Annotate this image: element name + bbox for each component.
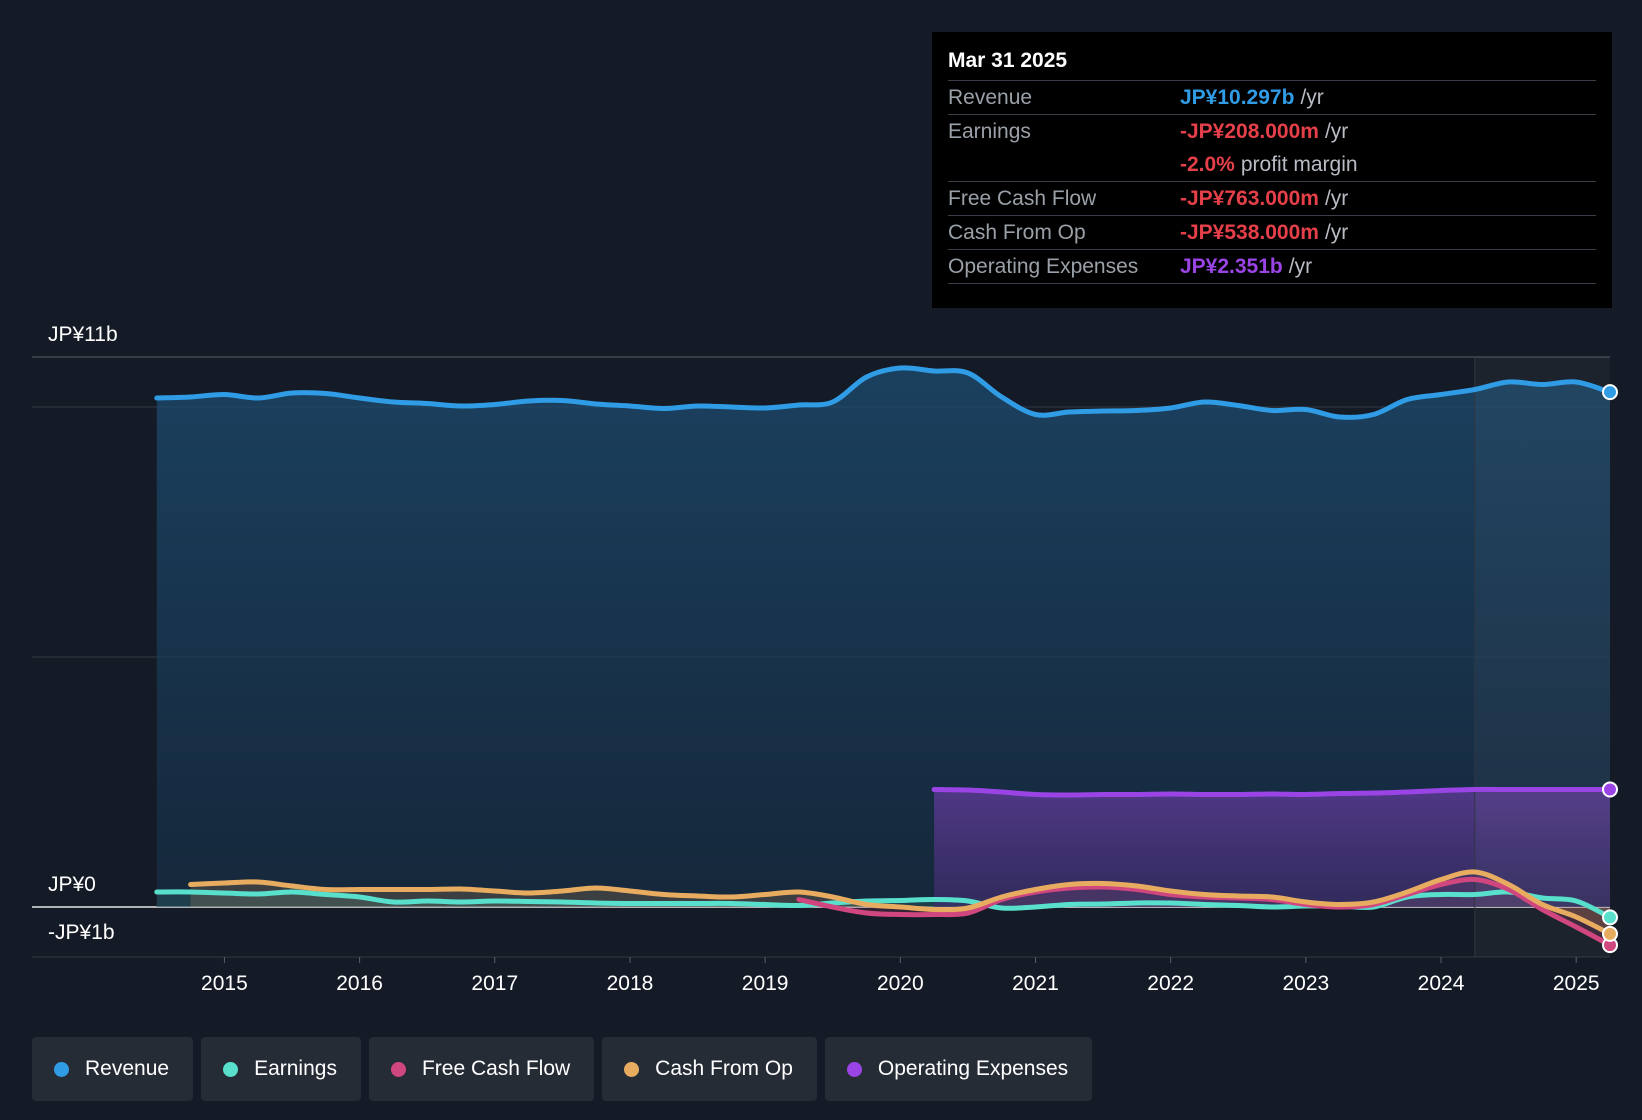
x-tick-label: 2025: [1553, 972, 1600, 995]
x-tick-label: 2016: [336, 972, 383, 995]
legend-item-operating-expenses[interactable]: Operating Expenses: [824, 1037, 1093, 1101]
y-tick-label: JP¥11b: [48, 323, 118, 346]
tooltip-row-unit: /yr: [1288, 255, 1313, 278]
x-tick-label: 2021: [1012, 972, 1059, 995]
tooltip-row-value: JP¥2.351b: [1180, 255, 1283, 278]
legend-item-cash-from-op[interactable]: Cash From Op: [602, 1037, 817, 1101]
legend-dot-icon: [54, 1061, 69, 1077]
tooltip-row-label: Cash From Op: [948, 221, 1086, 244]
x-tick-label: 2015: [201, 972, 248, 995]
legend-item-revenue[interactable]: Revenue: [32, 1037, 194, 1101]
legend-label: Free Cash Flow: [421, 1057, 571, 1080]
x-tick-label: 2024: [1418, 972, 1465, 995]
legend-label: Operating Expenses: [877, 1057, 1069, 1080]
revenue-area: [156, 367, 1610, 907]
y-tick-label: JP¥0: [48, 873, 96, 896]
y-tick-label: -JP¥1b: [48, 921, 115, 944]
tooltip-row: -2.0% profit margin: [948, 148, 1596, 182]
legend-label: Cash From Op: [655, 1057, 793, 1080]
tooltip-row-unit: /yr: [1324, 221, 1349, 244]
tooltip-row-label: Operating Expenses: [948, 255, 1139, 278]
x-tick-label: 2023: [1282, 972, 1329, 995]
legend-item-free-cash-flow[interactable]: Free Cash Flow: [368, 1037, 595, 1101]
legend-item-earnings[interactable]: Earnings: [201, 1037, 361, 1101]
x-tick-label: 2022: [1147, 972, 1194, 995]
tooltip-row-value: -JP¥763.000m: [1180, 187, 1319, 210]
y-axis-labels: JP¥11b JP¥0 -JP¥1b: [48, 323, 118, 944]
x-axis-labels: 2015 2016 2017 2018 2019 2020 2021 2022 2023 2024…: [201, 957, 1600, 995]
tooltip-row: Earnings -JP¥208.000m/yr: [948, 115, 1596, 148]
cash-from-op-line: [188, 869, 1613, 937]
tooltip-row-value: -JP¥208.000m: [1180, 120, 1319, 143]
tooltip-row-unit: /yr: [1324, 187, 1349, 210]
legend-dot-icon: [223, 1061, 239, 1077]
legend-dot-icon: [846, 1061, 862, 1077]
tooltip-row-value: -2.0%: [1180, 153, 1235, 176]
earnings-end-point: [1602, 909, 1618, 926]
legend: Revenue Earnings Free Cash Flow Cash From O…: [32, 1037, 1093, 1101]
legend-label: Earnings: [254, 1057, 337, 1080]
x-tick-label: 2019: [742, 972, 789, 995]
tooltip-row-label: Revenue: [948, 86, 1033, 109]
tooltip-row: Revenue JP¥10.297b/yr: [948, 81, 1596, 115]
tooltip-row-unit: profit margin: [1240, 153, 1358, 176]
series-end-markers: [1602, 384, 1618, 954]
legend-dot-icon: [390, 1061, 406, 1077]
x-tick-label: 2017: [471, 972, 518, 995]
tooltip-row-label: [948, 148, 1180, 181]
legend-label: Revenue: [85, 1057, 170, 1080]
chart: JP¥11b JP¥0 -JP¥1b 2015 2016 2017 2018 2019 202…: [32, 323, 1618, 995]
x-tick-label: 2018: [607, 972, 654, 995]
series-lines: [154, 365, 1613, 948]
forecast-shade: [1475, 357, 1610, 957]
tooltip-row-value: JP¥10.297b: [1180, 86, 1295, 109]
revenue-line: [154, 365, 1613, 420]
operating-expenses-line: [931, 786, 1613, 798]
cash-from-op-end-point: [1602, 925, 1618, 942]
tooltip-row: Operating Expenses JP¥2.351b/yr: [948, 250, 1596, 284]
tooltip-row-label: Earnings: [948, 120, 1031, 143]
tooltip-row: Cash From Op -JP¥538.000m/yr: [948, 216, 1596, 250]
tooltip-row-unit: /yr: [1324, 120, 1349, 143]
x-tick-label: 2020: [877, 972, 924, 995]
tooltip-row: Free Cash Flow -JP¥763.000m/yr: [948, 182, 1596, 216]
tooltip-row-unit: /yr: [1300, 86, 1324, 109]
operating-expenses-end-point: [1602, 781, 1618, 798]
legend-dot-icon: [624, 1061, 640, 1077]
tooltip-row-label: Free Cash Flow: [948, 187, 1097, 210]
forecast-region: [1474, 357, 1610, 957]
series-areas: [156, 367, 1611, 946]
tooltip-panel: Mar 31 2025 Revenue JP¥10.297b/yr Earnings…: [932, 32, 1612, 308]
revenue-end-point: [1602, 384, 1618, 401]
tooltip-rows: Revenue JP¥10.297b/yr Earnings -JP¥208.000m…: [948, 81, 1596, 284]
tooltip-date: Mar 31 2025: [948, 46, 1596, 81]
tooltip-row-value: -JP¥538.000m: [1180, 221, 1319, 244]
